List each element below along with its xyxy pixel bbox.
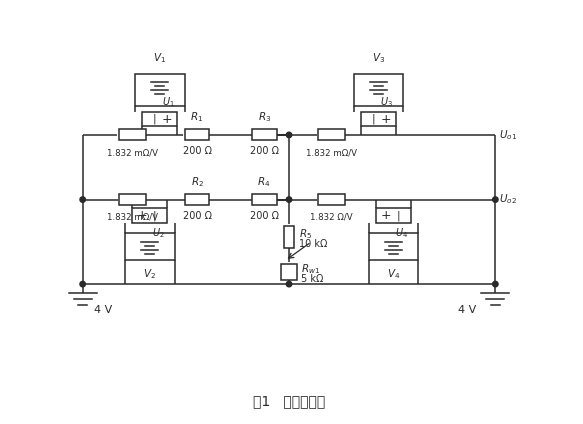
- Text: 200 Ω: 200 Ω: [182, 146, 212, 156]
- Bar: [125, 233, 175, 260]
- Text: 200 Ω: 200 Ω: [250, 210, 279, 220]
- Text: $R_2$: $R_2$: [191, 175, 203, 189]
- Bar: [119, 129, 146, 140]
- Text: 1.832 mΩ/V: 1.832 mΩ/V: [305, 148, 357, 157]
- Circle shape: [493, 197, 498, 202]
- Text: 1.832 mΩ/V: 1.832 mΩ/V: [107, 148, 158, 157]
- Bar: [354, 74, 403, 106]
- Text: |: |: [153, 210, 157, 221]
- Text: $R_1$: $R_1$: [191, 110, 203, 124]
- Text: $U_4$: $U_4$: [395, 226, 409, 240]
- Circle shape: [286, 132, 292, 138]
- Text: $R_{w1}$: $R_{w1}$: [301, 262, 321, 276]
- Text: |: |: [153, 114, 157, 124]
- Bar: [132, 208, 167, 223]
- Text: 200 Ω: 200 Ω: [250, 146, 279, 156]
- Text: |: |: [372, 114, 375, 124]
- Text: 5 kΩ: 5 kΩ: [301, 274, 324, 284]
- Text: 4 V: 4 V: [94, 305, 112, 315]
- Text: $U_2$: $U_2$: [152, 226, 164, 240]
- Bar: [283, 226, 294, 248]
- Text: |: |: [396, 210, 400, 221]
- Text: $V_2$: $V_2$: [143, 268, 156, 282]
- Text: $R_4$: $R_4$: [258, 175, 271, 189]
- Bar: [142, 112, 177, 126]
- Text: +: +: [381, 112, 391, 126]
- Text: 图1   全桥电路图: 图1 全桥电路图: [253, 394, 325, 408]
- Circle shape: [493, 282, 498, 287]
- Bar: [135, 74, 185, 106]
- Circle shape: [286, 282, 292, 287]
- Text: +: +: [137, 209, 147, 222]
- Text: +: +: [162, 112, 173, 126]
- Text: $V_4$: $V_4$: [387, 268, 400, 282]
- Bar: [368, 233, 418, 260]
- Bar: [119, 194, 146, 205]
- Bar: [185, 194, 209, 205]
- Text: +: +: [381, 209, 391, 222]
- Bar: [252, 194, 276, 205]
- Text: $V_1$: $V_1$: [153, 52, 166, 65]
- Bar: [361, 112, 396, 126]
- Text: 4 V: 4 V: [458, 305, 476, 315]
- Text: 10 kΩ: 10 kΩ: [299, 239, 327, 249]
- Text: 1.832 Ω/V: 1.832 Ω/V: [310, 213, 353, 222]
- Circle shape: [80, 197, 86, 202]
- Bar: [318, 129, 345, 140]
- Text: $V_3$: $V_3$: [372, 52, 385, 65]
- Text: 200 Ω: 200 Ω: [182, 210, 212, 220]
- Bar: [376, 208, 411, 223]
- Bar: [185, 129, 209, 140]
- Text: $U_{o1}$: $U_{o1}$: [499, 128, 517, 142]
- Bar: [281, 264, 297, 279]
- Bar: [318, 194, 345, 205]
- Circle shape: [80, 282, 86, 287]
- Text: $R_5$: $R_5$: [299, 227, 312, 241]
- Text: $R_3$: $R_3$: [258, 110, 271, 124]
- Text: $U_1$: $U_1$: [161, 95, 174, 109]
- Text: 1.832 mΩ/V: 1.832 mΩ/V: [107, 213, 158, 222]
- Circle shape: [286, 197, 292, 202]
- Text: $U_3$: $U_3$: [381, 95, 394, 109]
- Bar: [252, 129, 276, 140]
- Text: $U_{o2}$: $U_{o2}$: [499, 192, 517, 206]
